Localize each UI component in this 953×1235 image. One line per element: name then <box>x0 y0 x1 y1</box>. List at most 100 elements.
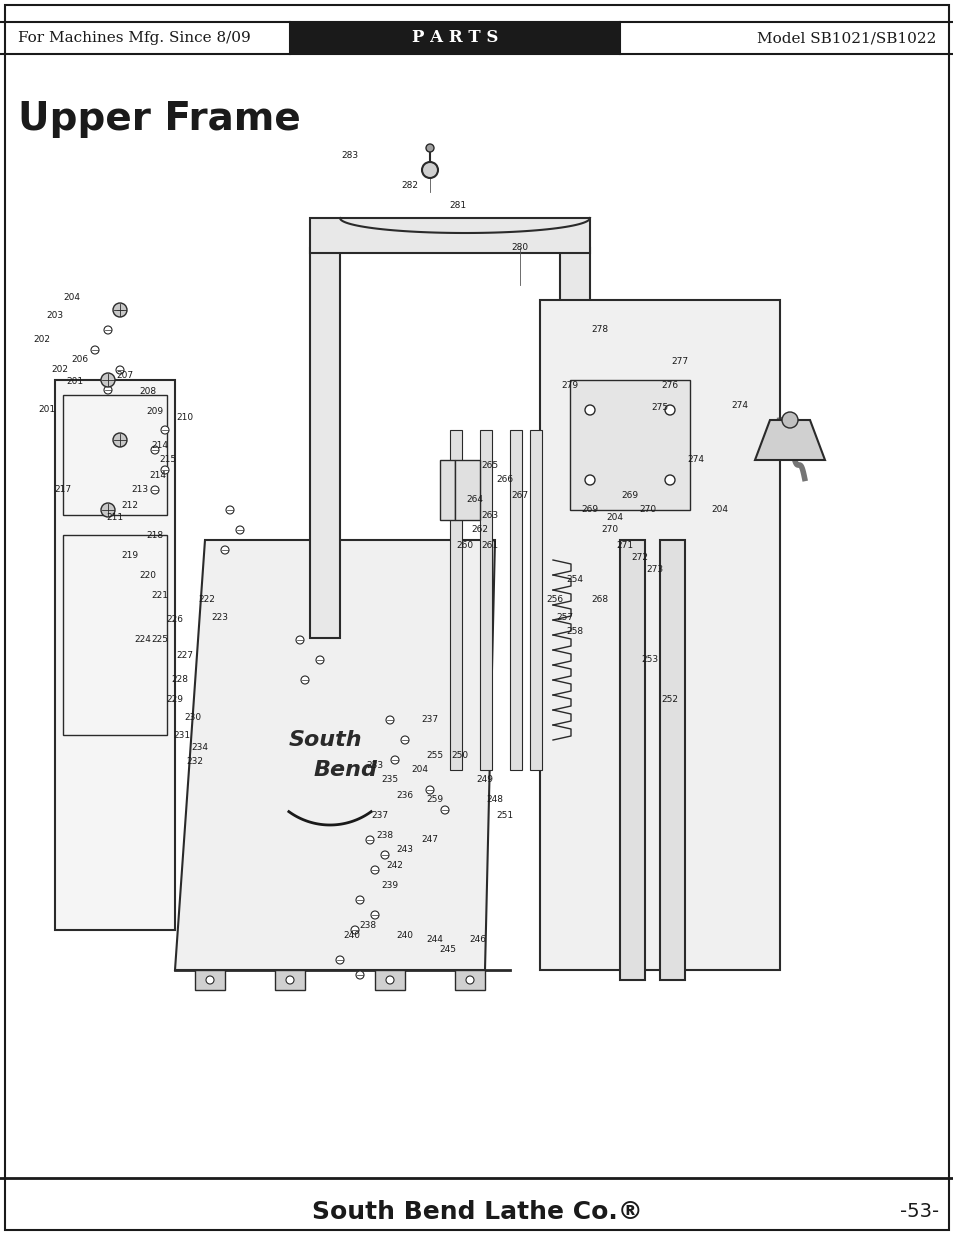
Circle shape <box>386 976 394 984</box>
Text: 221: 221 <box>152 590 169 599</box>
Text: 275: 275 <box>651 404 668 412</box>
Circle shape <box>400 736 409 743</box>
Circle shape <box>221 546 229 555</box>
Text: P A R T S: P A R T S <box>412 30 497 47</box>
Text: 265: 265 <box>481 461 498 469</box>
Text: South Bend Lathe Co.®: South Bend Lathe Co.® <box>312 1200 641 1224</box>
Bar <box>619 540 644 981</box>
Text: 236: 236 <box>396 790 414 799</box>
Text: 242: 242 <box>386 861 403 869</box>
Text: 274: 274 <box>687 456 703 464</box>
Text: 230: 230 <box>184 714 201 722</box>
Circle shape <box>116 306 124 314</box>
Circle shape <box>101 503 115 517</box>
Text: 206: 206 <box>71 356 89 364</box>
Text: 268: 268 <box>591 595 608 604</box>
Bar <box>375 969 405 990</box>
Text: 250: 250 <box>451 751 468 760</box>
Text: 272: 272 <box>631 553 648 562</box>
Bar <box>63 535 167 735</box>
Text: 248: 248 <box>486 795 503 804</box>
Bar <box>510 430 521 769</box>
Text: 231: 231 <box>173 730 191 740</box>
Text: 278: 278 <box>591 326 608 335</box>
Text: 267: 267 <box>511 490 528 499</box>
Text: Model SB1021/SB1022: Model SB1021/SB1022 <box>756 31 935 44</box>
Text: 215: 215 <box>159 456 176 464</box>
Bar <box>63 395 167 515</box>
Bar <box>310 219 589 253</box>
Text: 240: 240 <box>343 930 360 940</box>
Circle shape <box>116 366 124 374</box>
Circle shape <box>781 412 797 429</box>
Circle shape <box>101 373 115 387</box>
Circle shape <box>664 405 675 415</box>
Text: 249: 249 <box>476 776 493 784</box>
Text: 239: 239 <box>381 881 398 889</box>
Text: 210: 210 <box>176 414 193 422</box>
Circle shape <box>440 806 449 814</box>
Text: 208: 208 <box>139 388 156 396</box>
Text: Upper Frame: Upper Frame <box>18 100 300 138</box>
Text: 238: 238 <box>359 920 376 930</box>
Text: 254: 254 <box>566 576 583 584</box>
Circle shape <box>206 976 213 984</box>
Text: 240: 240 <box>396 930 413 940</box>
Text: 269: 269 <box>620 490 638 499</box>
Text: For Machines Mfg. Since 8/09: For Machines Mfg. Since 8/09 <box>18 31 251 44</box>
Text: 219: 219 <box>121 551 138 559</box>
Text: 232: 232 <box>186 757 203 767</box>
Text: 204: 204 <box>606 514 623 522</box>
Text: 201: 201 <box>38 405 55 415</box>
Text: 202: 202 <box>33 336 51 345</box>
Text: 237: 237 <box>371 810 388 820</box>
Circle shape <box>226 506 233 514</box>
Text: 252: 252 <box>660 695 678 704</box>
Bar <box>539 300 780 969</box>
Text: -53-: -53- <box>900 1202 939 1221</box>
Circle shape <box>371 911 378 919</box>
Text: 274: 274 <box>731 400 748 410</box>
Bar <box>569 380 689 510</box>
Text: 214: 214 <box>150 471 167 479</box>
Circle shape <box>380 851 389 860</box>
Text: 251: 251 <box>496 810 513 820</box>
Polygon shape <box>174 540 495 969</box>
Text: 220: 220 <box>139 571 156 579</box>
Bar <box>439 459 455 520</box>
Text: 217: 217 <box>54 485 71 494</box>
Circle shape <box>465 976 474 984</box>
Text: 218: 218 <box>146 531 163 540</box>
Text: 229: 229 <box>167 695 183 704</box>
Text: 228: 228 <box>172 676 189 684</box>
Bar <box>274 969 305 990</box>
Text: 243: 243 <box>396 846 413 855</box>
Circle shape <box>371 866 378 874</box>
Text: 245: 245 <box>439 946 456 955</box>
Bar <box>455 459 479 520</box>
Bar <box>450 430 461 769</box>
Text: 204: 204 <box>411 766 428 774</box>
Text: 279: 279 <box>561 380 578 389</box>
Text: 259: 259 <box>426 795 443 804</box>
Bar <box>290 22 619 54</box>
Text: 257: 257 <box>556 614 573 622</box>
Text: 273: 273 <box>646 566 663 574</box>
Text: 204: 204 <box>711 505 728 515</box>
Bar <box>530 430 541 769</box>
Circle shape <box>151 446 159 454</box>
Circle shape <box>584 475 595 485</box>
Text: 266: 266 <box>496 475 513 484</box>
Text: South: South <box>288 730 361 750</box>
Circle shape <box>386 716 394 724</box>
Text: 201: 201 <box>67 378 84 387</box>
Text: 263: 263 <box>481 510 498 520</box>
Text: 262: 262 <box>471 526 488 535</box>
Text: 244: 244 <box>426 935 443 945</box>
Circle shape <box>161 426 169 433</box>
Text: 213: 213 <box>132 485 149 494</box>
Circle shape <box>104 326 112 333</box>
Circle shape <box>351 926 358 934</box>
Bar <box>559 248 589 638</box>
Circle shape <box>286 976 294 984</box>
